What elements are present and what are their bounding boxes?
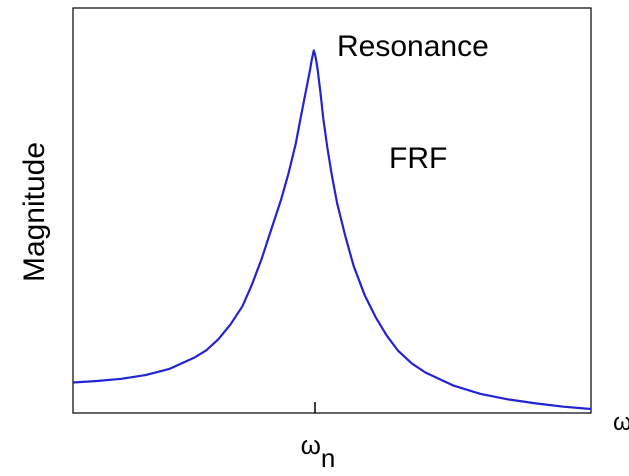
x-axis-label: ω	[613, 409, 629, 436]
x-tick-label-natural-frequency: ωn	[301, 430, 336, 473]
y-axis-label: Magnitude	[18, 142, 51, 282]
plot-frame	[72, 7, 592, 414]
annotation-frf: FRF	[389, 142, 447, 175]
frf-magnitude-line	[72, 49, 592, 411]
annotation-resonance: Resonance	[337, 30, 489, 63]
x-tick-label-main: ω	[301, 430, 321, 460]
x-tick-label-subscript: n	[321, 443, 335, 473]
